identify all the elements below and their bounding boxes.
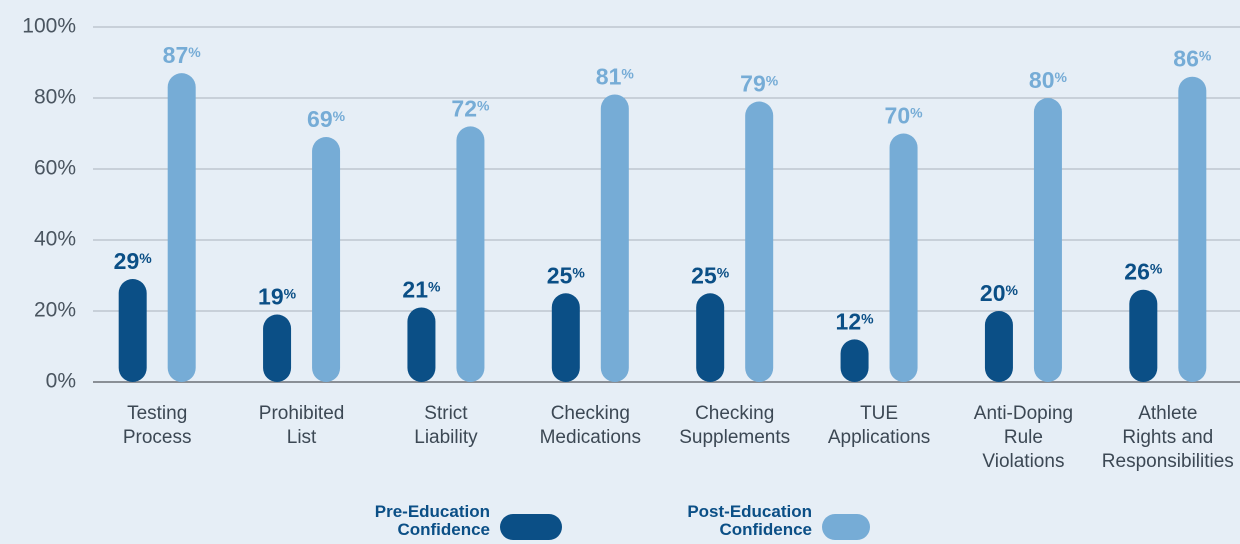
- y-tick-label: 80%: [34, 86, 76, 109]
- y-tick-label: 40%: [34, 228, 76, 251]
- x-tick-label: Anti-Doping Rule Violations: [974, 403, 1073, 472]
- x-tick-label: Prohibited List: [259, 403, 345, 448]
- bar: [118, 279, 147, 382]
- value-label: 81%: [596, 64, 635, 90]
- x-tick-label: Checking Supplements: [679, 403, 790, 448]
- legend-swatch: [822, 514, 870, 540]
- value-label: 87%: [163, 42, 202, 68]
- value-label: 21%: [402, 277, 441, 303]
- value-label: 25%: [547, 262, 586, 288]
- bar: [696, 293, 725, 382]
- bar: [745, 101, 774, 383]
- value-label: 70%: [885, 103, 924, 129]
- value-label: 80%: [1029, 67, 1068, 93]
- bar: [167, 73, 196, 383]
- y-tick-label: 60%: [34, 157, 76, 180]
- bar: [407, 307, 436, 382]
- value-label: 86%: [1173, 46, 1212, 72]
- legend-label: Post-Education Confidence: [687, 502, 812, 539]
- bar: [456, 126, 485, 383]
- value-label: 26%: [1124, 259, 1163, 285]
- bar: [1178, 76, 1207, 382]
- bar: [263, 314, 292, 382]
- x-tick-label: Testing Process: [123, 403, 192, 448]
- value-label: 19%: [258, 284, 297, 310]
- bar: [600, 94, 629, 382]
- x-tick-label: Checking Medications: [540, 403, 641, 448]
- bar: [840, 339, 869, 382]
- bar: [889, 133, 918, 382]
- legend-item: Post-Education Confidence: [687, 502, 870, 540]
- value-label: 25%: [691, 262, 730, 288]
- y-tick-label: 100%: [22, 15, 76, 38]
- bar: [312, 137, 341, 382]
- legend-label: Pre-Education Confidence: [375, 502, 490, 539]
- x-tick-label: TUE Applications: [828, 403, 930, 448]
- value-label: 29%: [114, 248, 153, 274]
- value-label: 69%: [307, 106, 346, 132]
- value-label: 79%: [740, 71, 779, 97]
- bar: [1129, 289, 1158, 382]
- legend-swatch: [500, 514, 562, 540]
- value-label: 72%: [451, 95, 490, 121]
- y-tick-label: 20%: [34, 299, 76, 322]
- y-tick-label: 0%: [46, 370, 76, 393]
- bar: [551, 293, 580, 382]
- x-tick-label: Strict Liability: [414, 403, 478, 448]
- legend-item: Pre-Education Confidence: [375, 502, 562, 540]
- x-tick-label: Athlete Rights and Responsibilities: [1102, 403, 1234, 472]
- value-label: 12%: [836, 308, 875, 334]
- bar: [984, 311, 1013, 382]
- bar: [1033, 98, 1062, 382]
- value-label: 20%: [980, 280, 1019, 306]
